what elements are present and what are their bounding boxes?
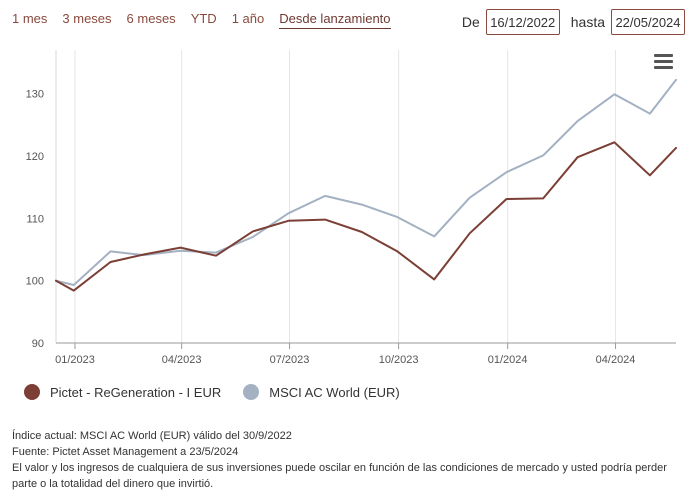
y-tick-label: 110 [26, 213, 44, 225]
legend-label-index: MSCI AC World (EUR) [269, 384, 400, 400]
y-tick-label: 100 [26, 276, 44, 288]
x-tick-label: 01/2023 [55, 354, 95, 366]
date-range-picker: De hasta [456, 9, 685, 35]
series-line-fund [55, 141, 677, 292]
legend-dot-fund [24, 384, 40, 400]
footnote-index: Índice actual: MSCI AC World (EUR) válid… [12, 430, 292, 442]
legend-item-fund[interactable]: Pictet - ReGeneration - I EUR [24, 384, 221, 400]
y-tick-label: 130 [26, 89, 44, 101]
to-date-input[interactable] [611, 9, 685, 35]
legend-dot-index [243, 384, 260, 400]
tab-desde-lanzamiento[interactable]: Desde lanzamiento [279, 11, 391, 29]
range-tabs: 1 mes 3 meses 6 meses YTD 1 año Desde la… [12, 11, 391, 29]
tab-6-meses[interactable]: 6 meses [126, 11, 176, 26]
from-date-input[interactable] [485, 9, 560, 35]
tab-1-mes[interactable]: 1 mes [12, 11, 48, 26]
tab-1-ano[interactable]: 1 año [231, 11, 265, 26]
footnote-source: Fuente: Pictet Asset Management a 23/5/2… [12, 446, 239, 458]
legend-item-index[interactable]: MSCI AC World (EUR) [243, 384, 400, 400]
x-tick-label: 07/2023 [270, 354, 310, 366]
x-tick-label: 04/2023 [162, 354, 202, 366]
y-tick-label: 90 [32, 338, 44, 350]
chart-series [55, 78, 677, 292]
x-tick-label: 04/2024 [596, 354, 636, 366]
chart-axes: 01/2023 04/2023 07/2023 10/2023 01/2024 04/20… [26, 50, 676, 366]
hamburger-menu-icon[interactable] [654, 54, 673, 70]
tab-3-meses[interactable]: 3 meses [62, 11, 112, 26]
chart-legend: Pictet - ReGeneration - I EUR MSCI AC Wo… [24, 384, 422, 400]
tab-ytd[interactable]: YTD [190, 11, 217, 26]
line-chart: 01/2023 04/2023 07/2023 10/2023 01/2024 04/20… [26, 50, 677, 366]
x-tick-label: 10/2023 [379, 354, 419, 366]
from-label: De [461, 14, 480, 30]
to-label: hasta [570, 14, 605, 30]
chart-grid [74, 50, 617, 343]
x-tick-label: 01/2024 [488, 354, 528, 366]
footnotes: Índice actual: MSCI AC World (EUR) válid… [12, 428, 692, 492]
y-tick-label: 120 [26, 151, 44, 163]
footnote-disclaimer: El valor y los ingresos de cualquiera de… [12, 462, 667, 490]
legend-label-fund: Pictet - ReGeneration - I EUR [50, 384, 222, 400]
